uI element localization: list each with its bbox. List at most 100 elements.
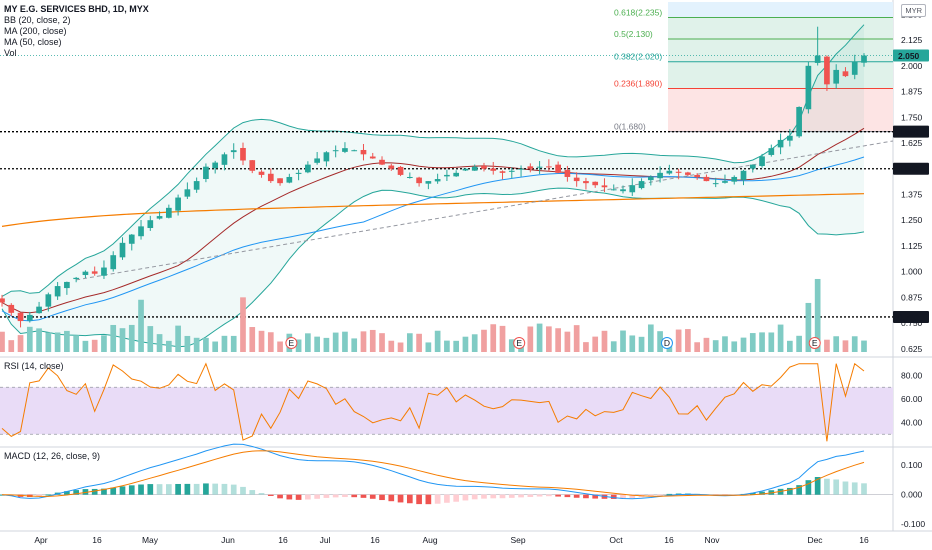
macd-tick-0: 0.100 (901, 460, 923, 470)
macd-histogram-bar (610, 494, 617, 499)
level-label-2: 0.780 (898, 312, 920, 322)
macd-histogram-bar (286, 494, 293, 500)
candle-body (397, 166, 404, 175)
candle-body (82, 271, 89, 276)
macd-histogram-bar (332, 494, 339, 498)
candle-body (731, 176, 738, 182)
event-marker-3 (808, 337, 821, 349)
volume-bar (712, 340, 719, 352)
last-price-label: 2.050 (898, 51, 920, 61)
volume-bar (64, 330, 70, 352)
volume-bar (499, 325, 506, 352)
volume-bar (444, 340, 450, 352)
volume-bar (657, 331, 663, 352)
fib-label-1: 0.5(2.130) (614, 29, 653, 39)
volume-bar (221, 335, 228, 352)
macd-histogram-bar (388, 494, 395, 502)
candle-body (332, 150, 339, 152)
volume-bar (787, 340, 793, 352)
macd-histogram-bar (434, 494, 441, 504)
macd-histogram-bar (82, 489, 89, 495)
volume-bar (91, 339, 98, 352)
volume-bar (323, 337, 330, 352)
candle-body (36, 306, 42, 314)
candle-body (620, 189, 626, 192)
x-axis-label-13: 16 (859, 535, 869, 545)
candle-body (45, 294, 52, 307)
price-tick-2: 2.000 (901, 61, 923, 71)
volume-bar (277, 341, 283, 352)
macd-histogram-bar (749, 492, 756, 495)
candle-body (481, 166, 487, 169)
x-axis-label-9: Oct (609, 535, 623, 545)
volume-bar (230, 335, 237, 352)
macd-histogram-bar (314, 494, 320, 499)
macd-histogram-bar (193, 483, 200, 495)
currency-badge[interactable]: MYR (901, 4, 926, 17)
candle-body (573, 177, 580, 182)
volume-bar (620, 330, 626, 352)
volume-bar (564, 331, 571, 352)
macd-histogram-bar (165, 484, 172, 495)
x-axis-label-10: 16 (664, 535, 674, 545)
legend-ma50: MA (50, close) (4, 37, 62, 47)
candle-body (722, 181, 728, 183)
candle-body (601, 185, 608, 188)
candle-body (406, 176, 413, 178)
candle-body (564, 169, 571, 177)
candle-body (703, 176, 710, 182)
candle-body (240, 147, 246, 161)
macd-histogram-bar (203, 483, 209, 495)
macd-histogram-bar (796, 485, 802, 495)
volume-bar (610, 341, 617, 352)
level-label-1: 1.500 (898, 164, 920, 174)
rsi-tick-1: 60.00 (901, 394, 923, 404)
volume-bar (555, 328, 561, 352)
event-marker-0 (285, 337, 298, 349)
x-axis-label-7: Aug (422, 535, 437, 545)
volume-bar (360, 331, 367, 352)
macd-histogram-bar (305, 494, 311, 500)
macd-histogram-bar (861, 483, 867, 495)
macd-histogram-bar (147, 484, 154, 495)
fib-label-2: 0.382(2.020) (614, 52, 662, 62)
volume-bar (759, 332, 765, 352)
macd-histogram-bar (277, 494, 283, 499)
volume-bar (369, 329, 376, 352)
macd-histogram-bar (583, 494, 589, 499)
volume-bar (110, 324, 117, 352)
volume-bar (101, 335, 107, 352)
legend-bb: BB (20, close, 2) (4, 15, 71, 25)
price-tick-8: 1.125 (901, 241, 923, 251)
macd-histogram-bar (101, 488, 107, 495)
volume-bar (805, 302, 812, 352)
candle-body (342, 148, 348, 152)
candle-body (26, 314, 33, 321)
macd-histogram-bar (128, 485, 135, 495)
candle-body (165, 207, 172, 218)
x-axis-label-11: Nov (704, 535, 720, 545)
candle-body (91, 271, 98, 274)
macd-histogram-bar (425, 494, 432, 505)
fib-zone-mid (668, 17, 893, 89)
candle-body (610, 189, 617, 191)
volume-bar (814, 278, 821, 352)
candle-body (295, 172, 302, 174)
candle-body (258, 171, 265, 175)
candle-body (147, 220, 154, 229)
macd-histogram-bar (666, 493, 673, 495)
candle-body (583, 181, 589, 184)
candle-body (592, 181, 599, 186)
candle-body (156, 216, 163, 219)
candle-body (351, 150, 358, 152)
candle-body (555, 164, 561, 173)
volume-bar (629, 335, 636, 352)
macd-histogram-bar (258, 493, 265, 495)
macd-histogram-bar (119, 486, 126, 495)
x-axis-label-2: May (142, 535, 159, 545)
volume-bar (128, 324, 135, 352)
volume-bar (212, 341, 219, 352)
volume-bar (647, 324, 654, 352)
candle-body (851, 61, 858, 75)
